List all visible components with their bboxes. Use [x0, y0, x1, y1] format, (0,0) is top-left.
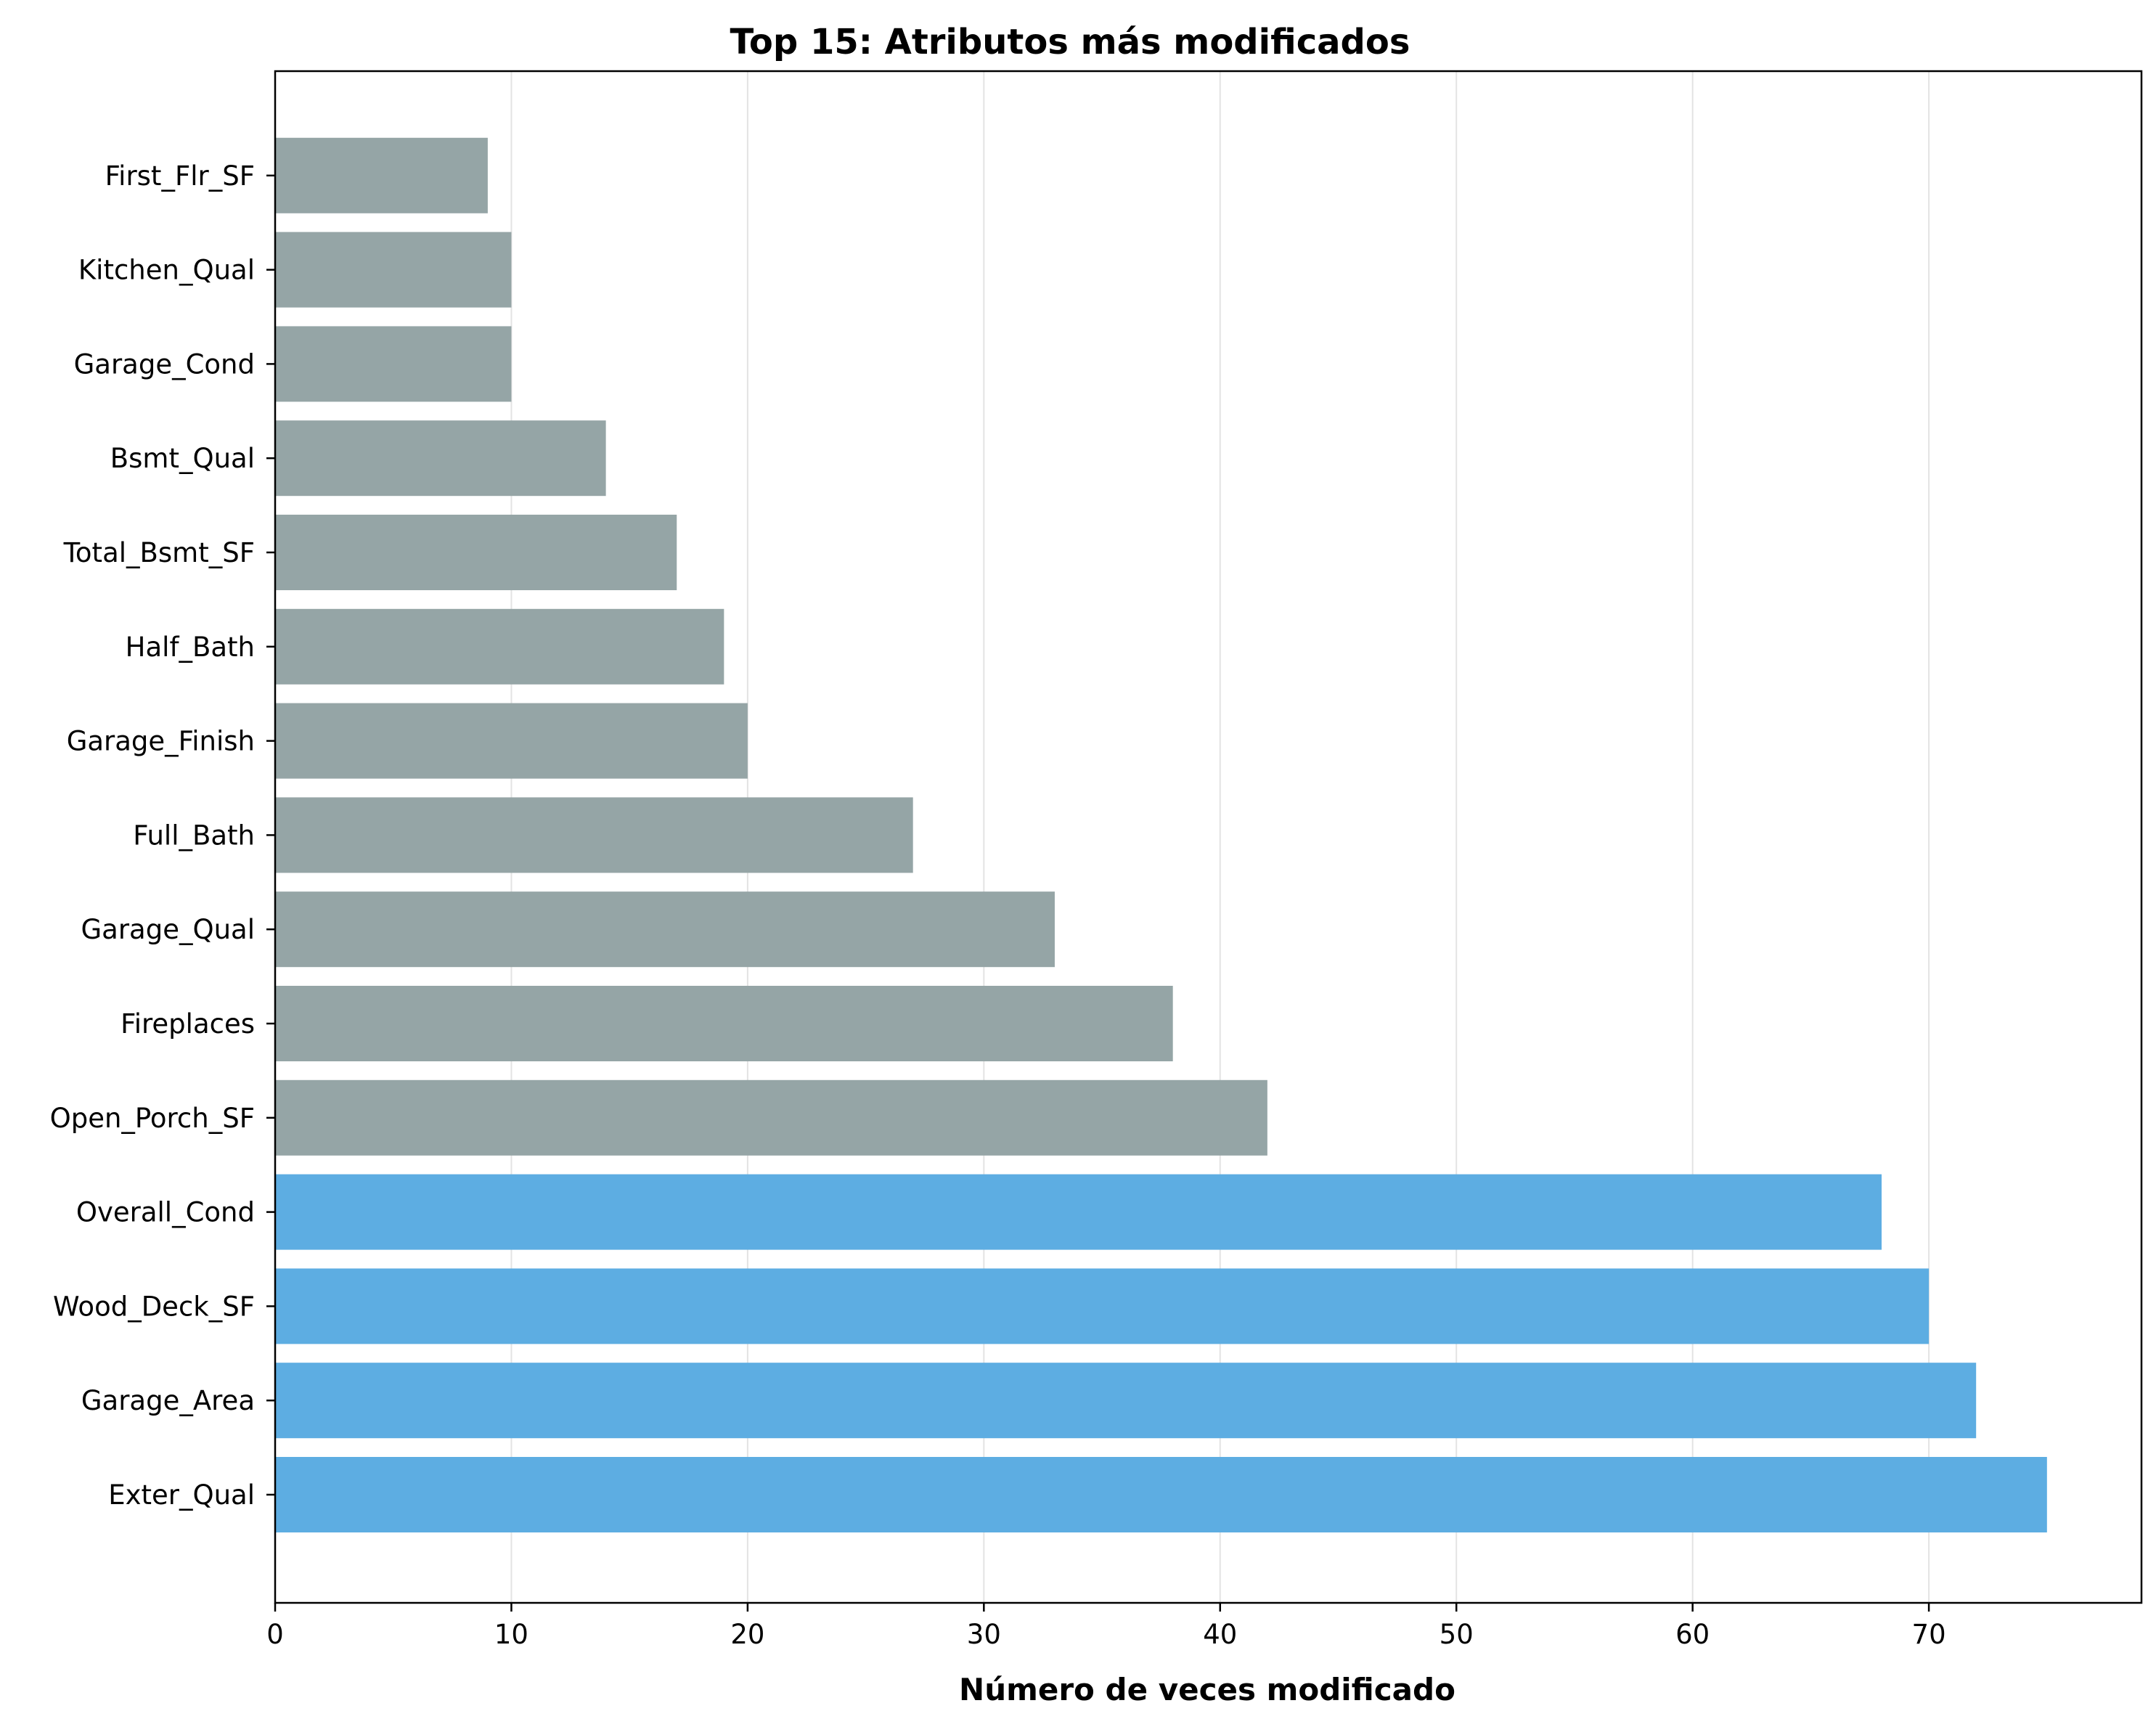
bar-full-bath — [275, 797, 913, 873]
y-tick-label: Bsmt_Qual — [110, 443, 255, 474]
y-tick-label: Wood_Deck_SF — [53, 1291, 255, 1322]
y-tick-label: Open_Porch_SF — [50, 1103, 255, 1134]
x-tick-label: 60 — [1675, 1619, 1710, 1650]
y-tick-label: Garage_Qual — [81, 914, 255, 945]
bar-garage-area — [275, 1363, 1977, 1439]
y-tick-label: Garage_Area — [81, 1385, 255, 1416]
bar-wood-deck-sf — [275, 1268, 1930, 1344]
bar-overall-cond — [275, 1174, 1882, 1250]
bar-exter-qual — [275, 1457, 2047, 1532]
bar-garage-cond — [275, 326, 512, 402]
bar-bsmt-qual — [275, 420, 606, 497]
x-tick-label: 10 — [494, 1619, 528, 1650]
y-tick-label: Full_Bath — [133, 820, 255, 851]
bar-kitchen-qual — [275, 232, 512, 308]
x-tick-label: 40 — [1203, 1619, 1237, 1650]
bar-garage-finish — [275, 703, 748, 779]
bars — [275, 137, 2047, 1532]
y-tick-label: Total_Bsmt_SF — [63, 537, 255, 568]
bar-total-bsmt-sf — [275, 515, 677, 590]
x-tick-label: 70 — [1912, 1619, 1946, 1650]
x-tick-label: 30 — [967, 1619, 1001, 1650]
y-tick-label: Kitchen_Qual — [78, 255, 255, 286]
x-tick-label: 20 — [730, 1619, 764, 1650]
x-ticks: 0 10 20 30 40 50 60 70 — [266, 1603, 1946, 1650]
bar-first-flr-sf — [275, 137, 488, 213]
x-tick-label: 50 — [1440, 1619, 1474, 1650]
bar-fireplaces — [275, 986, 1173, 1061]
bar-open-porch-sf — [275, 1079, 1267, 1156]
y-tick-label: Garage_Cond — [74, 348, 255, 380]
x-axis-label: Número de veces modificado — [959, 1672, 1455, 1707]
bar-garage-qual — [275, 891, 1055, 968]
y-tick-label: First_Flr_SF — [105, 160, 255, 192]
y-tick-label: Fireplaces — [121, 1008, 255, 1040]
y-tick-label: Exter_Qual — [108, 1479, 255, 1511]
chart-title: Top 15: Atributos más modificados — [730, 22, 1410, 62]
y-tick-label: Half_Bath — [126, 632, 255, 663]
y-ticks: Exter_Qual Garage_Area Wood_Deck_SF Overall… — [50, 160, 275, 1511]
plot-frame — [274, 70, 2143, 1604]
bar-half-bath — [275, 608, 724, 685]
x-tick-label: 0 — [266, 1619, 284, 1650]
y-tick-label: Overall_Cond — [76, 1197, 255, 1228]
y-tick-label: Garage_Finish — [67, 726, 255, 757]
